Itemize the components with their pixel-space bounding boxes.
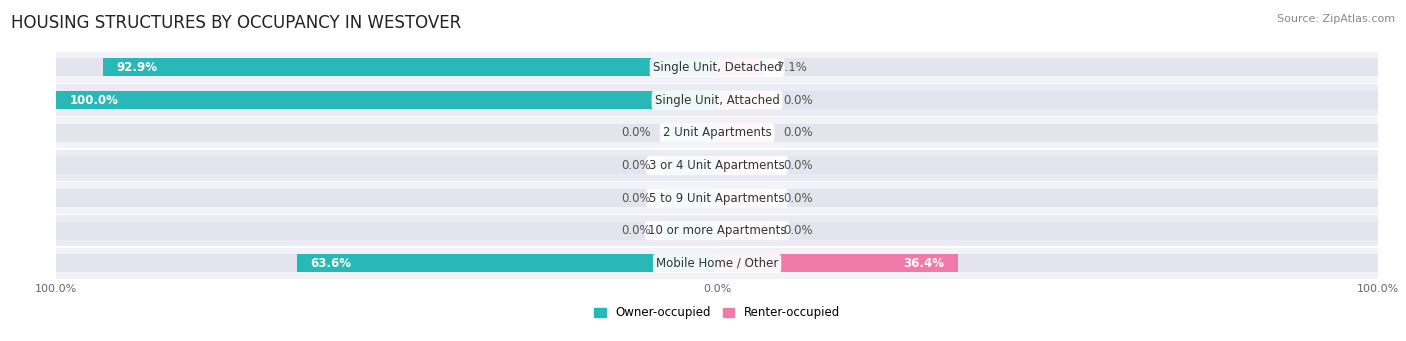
Text: Single Unit, Detached: Single Unit, Detached — [652, 61, 782, 74]
Text: HOUSING STRUCTURES BY OCCUPANCY IN WESTOVER: HOUSING STRUCTURES BY OCCUPANCY IN WESTO… — [11, 14, 461, 32]
Bar — [717, 157, 1378, 174]
Text: 0.0%: 0.0% — [783, 94, 813, 107]
Bar — [717, 59, 1378, 76]
Bar — [717, 124, 1378, 142]
Bar — [717, 91, 1378, 109]
Text: 36.4%: 36.4% — [904, 257, 945, 270]
Text: 92.9%: 92.9% — [117, 61, 157, 74]
Bar — [717, 254, 957, 272]
Text: 0.0%: 0.0% — [621, 224, 651, 237]
Text: 63.6%: 63.6% — [309, 257, 352, 270]
Bar — [56, 222, 717, 240]
Bar — [56, 157, 717, 174]
Text: 2 Unit Apartments: 2 Unit Apartments — [662, 126, 772, 139]
Bar — [56, 182, 1378, 214]
Bar — [56, 215, 1378, 246]
Bar — [56, 124, 717, 142]
Bar — [717, 124, 770, 142]
Bar — [56, 254, 717, 272]
Bar — [56, 59, 717, 76]
Bar — [664, 189, 717, 207]
Bar — [56, 52, 1378, 83]
Bar — [664, 124, 717, 142]
Bar — [56, 91, 717, 109]
Text: 0.0%: 0.0% — [621, 192, 651, 205]
Bar — [664, 222, 717, 240]
Text: 5 to 9 Unit Apartments: 5 to 9 Unit Apartments — [650, 192, 785, 205]
Text: 0.0%: 0.0% — [621, 159, 651, 172]
Bar — [297, 254, 717, 272]
Text: Mobile Home / Other: Mobile Home / Other — [655, 257, 779, 270]
Bar — [717, 189, 1378, 207]
Bar — [56, 85, 1378, 116]
Text: 0.0%: 0.0% — [783, 192, 813, 205]
Text: 7.1%: 7.1% — [778, 61, 807, 74]
Text: 100.0%: 100.0% — [69, 94, 118, 107]
Bar — [717, 91, 770, 109]
Bar — [717, 222, 1378, 240]
Bar — [664, 157, 717, 174]
Text: 0.0%: 0.0% — [783, 159, 813, 172]
Bar — [103, 59, 717, 76]
Bar — [717, 254, 1378, 272]
Bar — [56, 248, 1378, 279]
Text: Source: ZipAtlas.com: Source: ZipAtlas.com — [1277, 14, 1395, 24]
Bar — [56, 91, 717, 109]
Text: 0.0%: 0.0% — [783, 126, 813, 139]
Legend: Owner-occupied, Renter-occupied: Owner-occupied, Renter-occupied — [589, 301, 845, 324]
Bar — [717, 157, 770, 174]
Text: 10 or more Apartments: 10 or more Apartments — [648, 224, 786, 237]
Bar — [717, 59, 763, 76]
Bar — [717, 222, 770, 240]
Text: Single Unit, Attached: Single Unit, Attached — [655, 94, 779, 107]
Text: 0.0%: 0.0% — [783, 224, 813, 237]
Text: 3 or 4 Unit Apartments: 3 or 4 Unit Apartments — [650, 159, 785, 172]
Bar — [56, 189, 717, 207]
Bar — [717, 189, 770, 207]
Text: 0.0%: 0.0% — [621, 126, 651, 139]
Bar — [56, 150, 1378, 181]
Bar — [56, 117, 1378, 148]
